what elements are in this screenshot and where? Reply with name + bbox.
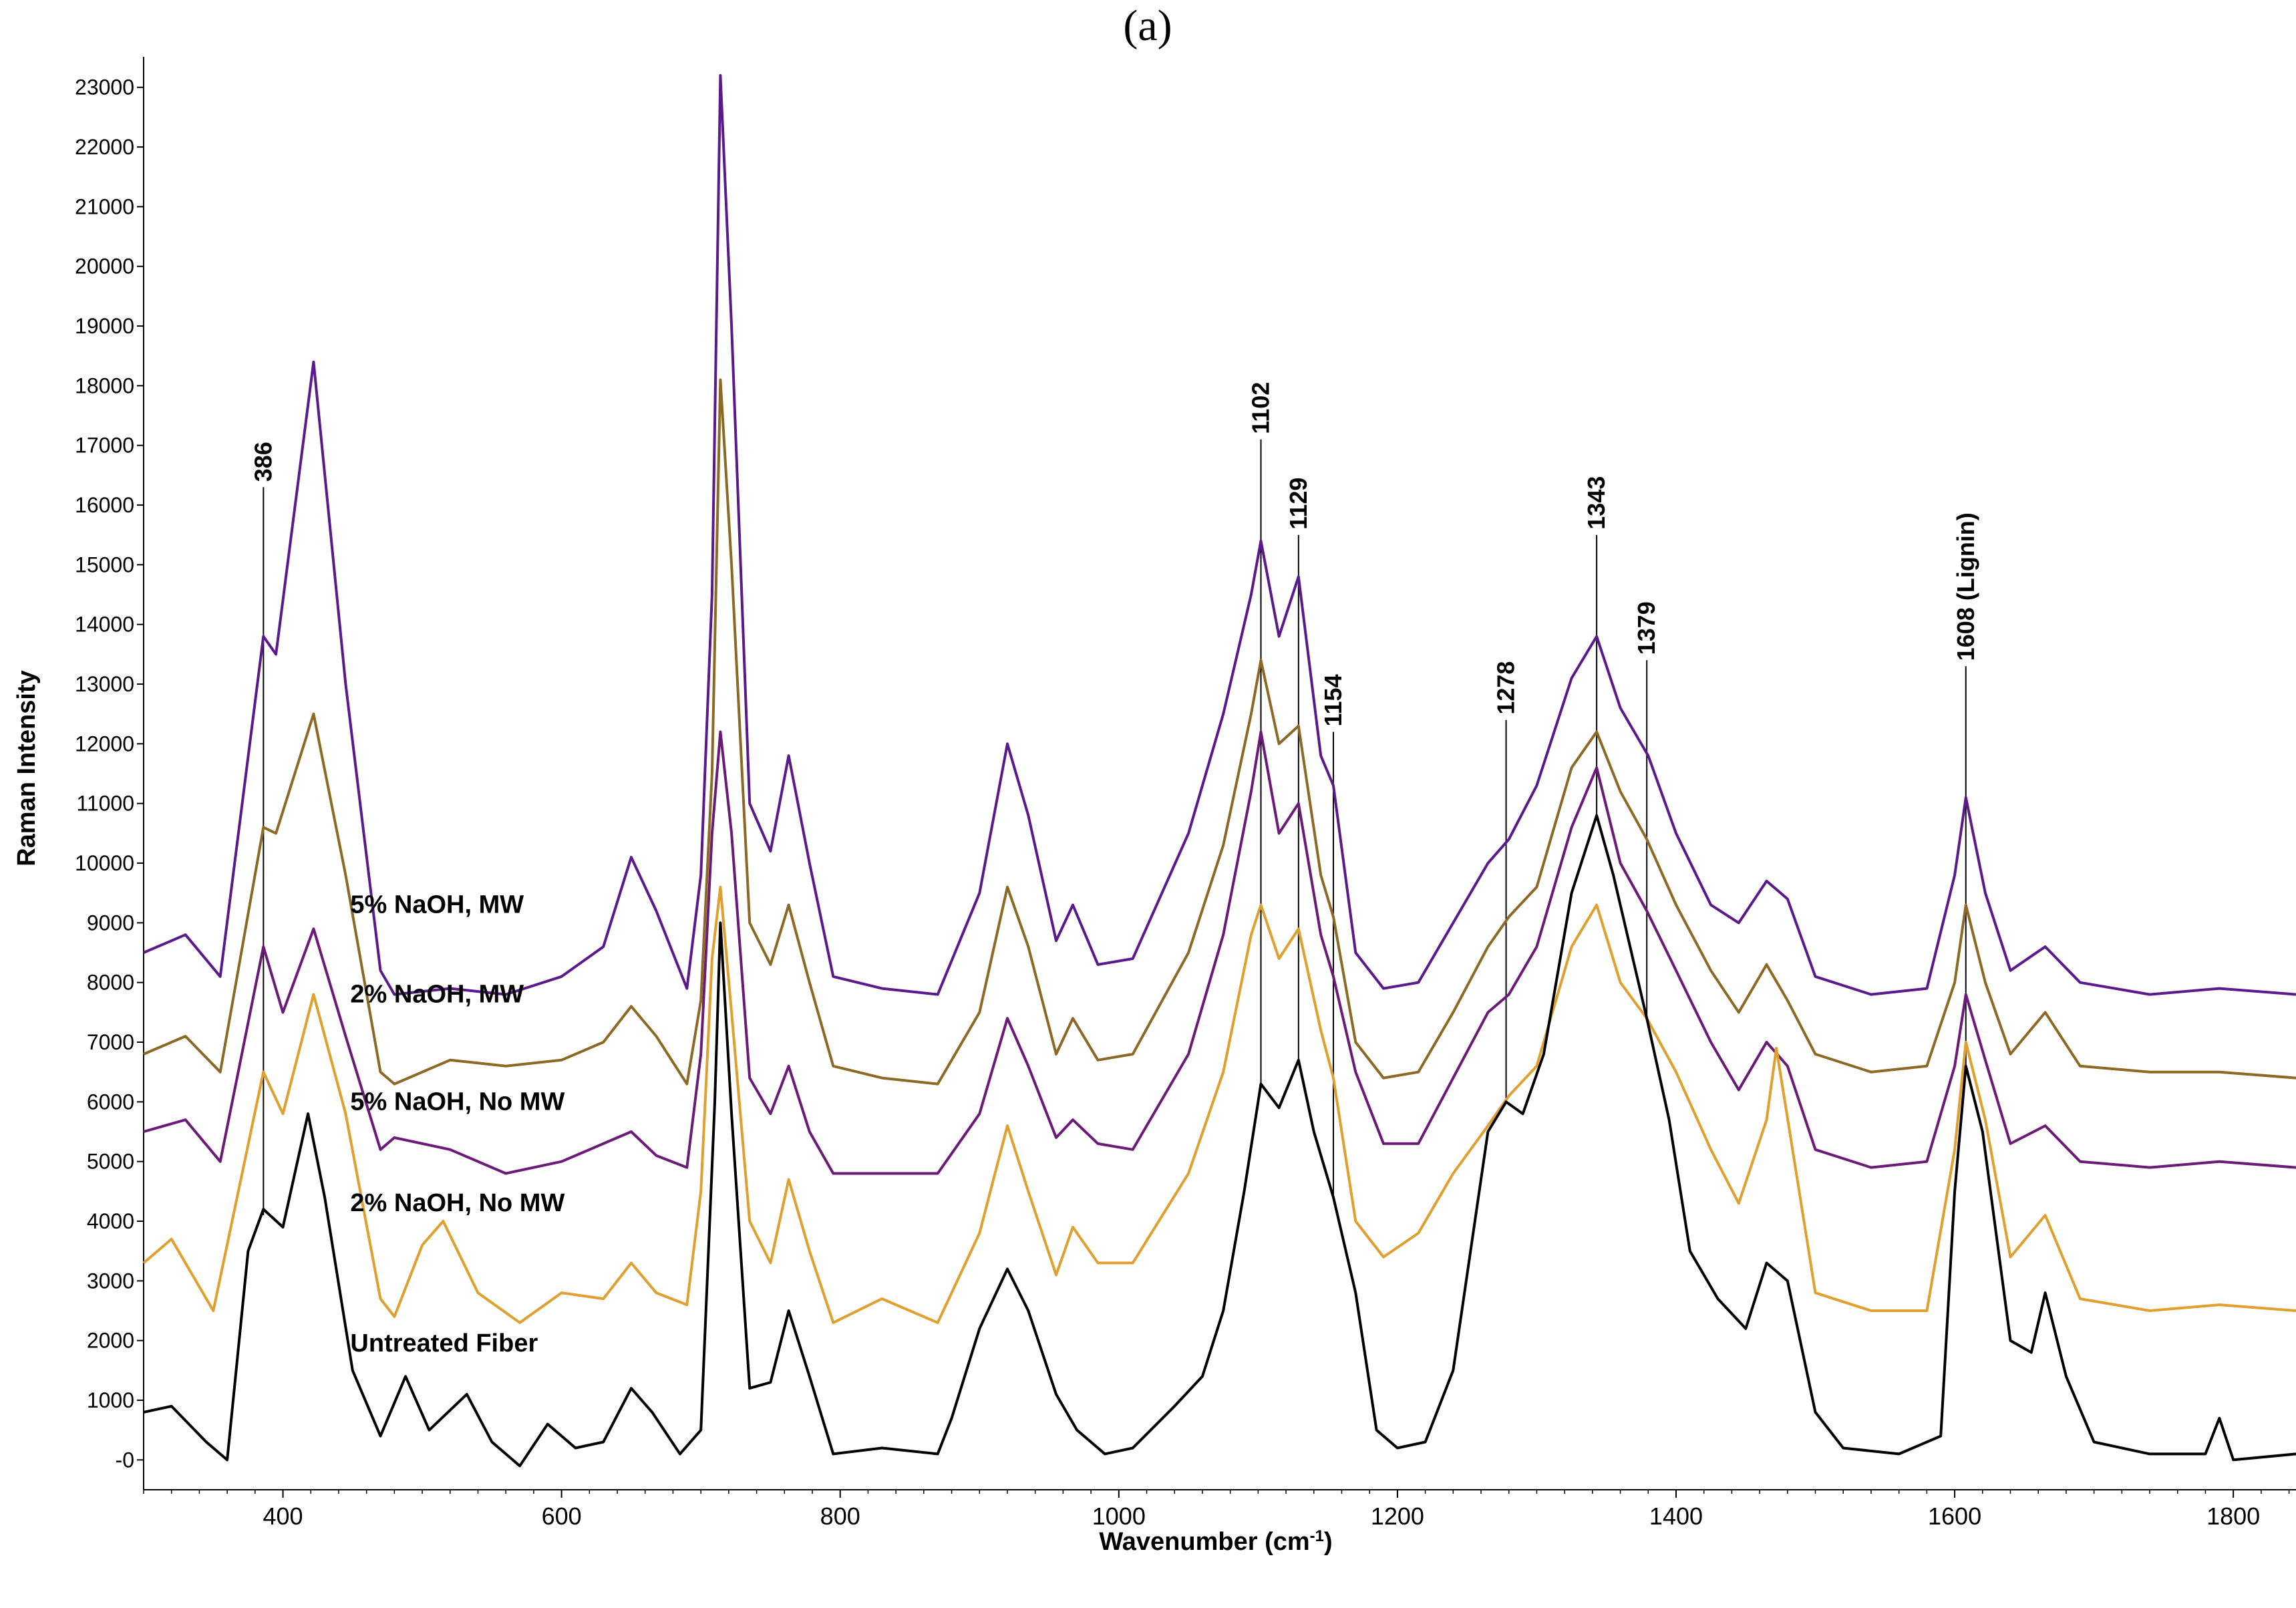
y-tick-label: 13000 bbox=[75, 672, 134, 696]
y-tick-label: 21000 bbox=[75, 194, 134, 218]
series-labels: 5% NaOH, MW 2% NaOH, MW 5% NaOH, No MW 2% N… bbox=[350, 891, 564, 1358]
y-axis-title: Raman Intensity bbox=[13, 670, 41, 866]
series-label: 2% NaOH, No MW bbox=[350, 1189, 564, 1217]
x-axis-title: Wavenumber (cm-1) bbox=[1099, 1527, 1332, 1557]
series-label: 5% NaOH, MW bbox=[350, 891, 524, 919]
y-tick-label: -0 bbox=[116, 1448, 134, 1472]
series-label: 5% NaOH, No MW bbox=[350, 1088, 564, 1116]
y-tick-label: 16000 bbox=[75, 493, 134, 517]
peak-label: 1154 bbox=[1319, 674, 1347, 726]
y-tick-label: 5000 bbox=[87, 1150, 134, 1174]
series-label: 2% NaOH, MW bbox=[350, 981, 524, 1009]
x-tick-label: 1600 bbox=[1928, 1502, 1981, 1530]
peak-label: 1379 bbox=[1633, 601, 1660, 655]
y-tick-label: 8000 bbox=[87, 971, 134, 995]
y-tick-label: 23000 bbox=[75, 75, 134, 100]
series-line bbox=[143, 730, 2296, 1175]
y-tick-label: 6000 bbox=[87, 1090, 134, 1114]
x-tick-label: 800 bbox=[820, 1502, 860, 1530]
y-tick-label: 3000 bbox=[87, 1269, 134, 1293]
x-tick-label: 1400 bbox=[1649, 1502, 1703, 1530]
x-tick-label: 600 bbox=[542, 1502, 582, 1530]
peak-label: 1102 bbox=[1247, 382, 1275, 434]
series-line bbox=[143, 814, 2296, 1468]
y-tick-label: 20000 bbox=[75, 255, 134, 279]
peak-label: 1608 (Lignin) bbox=[1952, 512, 1979, 661]
series-label: Untreated Fiber bbox=[350, 1329, 538, 1357]
y-tick-label: 7000 bbox=[87, 1030, 134, 1054]
y-tick-label: 9000 bbox=[87, 911, 134, 935]
panel-label: (a) bbox=[1123, 1, 1172, 50]
y-tick-label: 11000 bbox=[76, 792, 134, 816]
y-tick-label: 12000 bbox=[75, 732, 134, 756]
x-tick-label: 400 bbox=[263, 1502, 303, 1530]
peak-label: 386 bbox=[249, 442, 277, 482]
series-line bbox=[143, 378, 2296, 1086]
spectra-series bbox=[142, 73, 2296, 1468]
y-tick-label: 18000 bbox=[75, 373, 134, 397]
peak-markers: 386 1102 1129 1154 1278 1343 1379 1608 (Lignin) bbox=[249, 382, 1979, 1216]
peak-label: 1278 bbox=[1492, 661, 1520, 715]
axis-ticks: -0 1000 2000 3000 4000 5000 6000 7000 8000 9000 10… bbox=[75, 75, 2290, 1530]
x-tick-label: 1200 bbox=[1371, 1502, 1424, 1530]
y-tick-label: 10000 bbox=[75, 851, 134, 875]
y-tick-label: 1000 bbox=[87, 1388, 134, 1412]
y-tick-label: 14000 bbox=[75, 613, 134, 637]
x-tick-label: 1800 bbox=[2206, 1502, 2260, 1530]
x-tick-label: 1000 bbox=[1092, 1502, 1146, 1530]
y-tick-label: 22000 bbox=[75, 135, 134, 159]
peak-label: 1129 bbox=[1285, 478, 1312, 530]
y-tick-label: 4000 bbox=[87, 1209, 134, 1233]
peak-label: 1343 bbox=[1583, 476, 1610, 530]
series-line bbox=[142, 885, 2296, 1324]
y-tick-label: 2000 bbox=[87, 1329, 134, 1353]
y-tick-label: 19000 bbox=[75, 314, 134, 338]
svg-text:Raman Intensity: Raman Intensity bbox=[13, 670, 41, 866]
series-line bbox=[143, 73, 2296, 996]
axes bbox=[143, 57, 2296, 1490]
y-tick-label: 15000 bbox=[75, 552, 134, 577]
y-tick-label: 17000 bbox=[75, 434, 134, 458]
